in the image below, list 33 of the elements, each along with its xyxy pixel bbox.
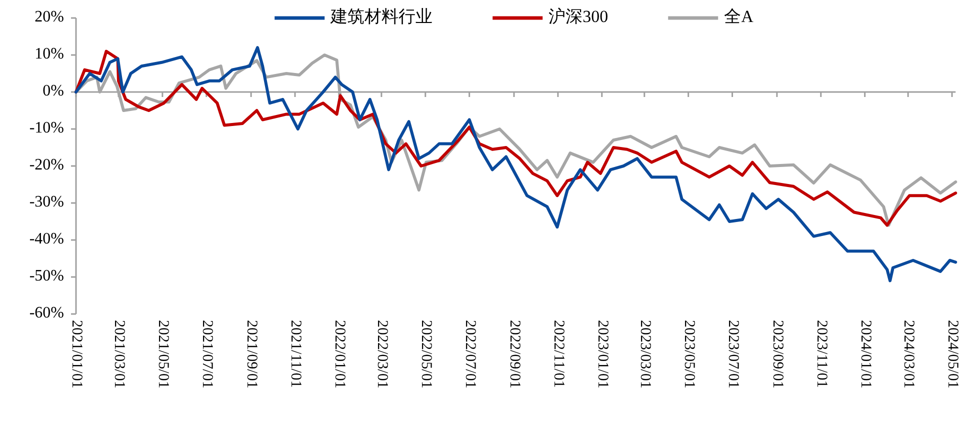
y-tick-label: -60% bbox=[29, 304, 64, 322]
legend-label: 建筑材料行业 bbox=[330, 6, 433, 26]
y-tick-label: 0% bbox=[42, 82, 64, 100]
x-tick-label: 2023/03/01 bbox=[636, 320, 653, 388]
y-tick-label: 10% bbox=[34, 46, 64, 63]
x-tick-label: 2023/01/01 bbox=[594, 320, 610, 388]
x-tick-label: 2023/05/01 bbox=[680, 320, 697, 388]
x-tick-label: 2022/07/01 bbox=[462, 320, 478, 388]
y-tick-label: -10% bbox=[29, 120, 64, 137]
x-tick-label: 2023/11/01 bbox=[813, 320, 830, 388]
y-tick-label: -20% bbox=[29, 156, 64, 174]
x-tick-label: 2021/03/01 bbox=[111, 320, 128, 388]
x-tick-label: 2022/03/01 bbox=[374, 320, 390, 388]
x-tick-label: 2021/01/01 bbox=[68, 320, 85, 388]
x-tick-label: 2021/05/01 bbox=[155, 320, 172, 388]
x-tick-label: 2024/01/01 bbox=[857, 320, 874, 388]
legend-label: 全A bbox=[724, 6, 754, 26]
x-tick-label: 2022/11/01 bbox=[550, 320, 567, 388]
x-tick-label: 2022/05/01 bbox=[418, 320, 434, 388]
x-tick-label: 2024/05/01 bbox=[944, 320, 961, 388]
y-tick-label: -40% bbox=[29, 230, 64, 248]
x-tick-label: 2021/09/01 bbox=[244, 320, 260, 388]
y-tick-label: -50% bbox=[29, 268, 64, 285]
x-tick-label: 2021/11/01 bbox=[288, 320, 304, 388]
x-tick-label: 2023/07/01 bbox=[724, 320, 741, 388]
x-tick-label: 2022/09/01 bbox=[506, 320, 523, 388]
x-tick-label: 2023/09/01 bbox=[770, 320, 786, 388]
x-tick-label: 2021/07/01 bbox=[198, 320, 215, 388]
x-tick-label: 2024/03/01 bbox=[900, 320, 917, 388]
y-tick-label: 20% bbox=[34, 8, 64, 26]
legend-label: 沪深300 bbox=[548, 6, 608, 26]
x-tick-label: 2022/01/01 bbox=[332, 320, 348, 388]
y-tick-label: -30% bbox=[29, 194, 64, 211]
